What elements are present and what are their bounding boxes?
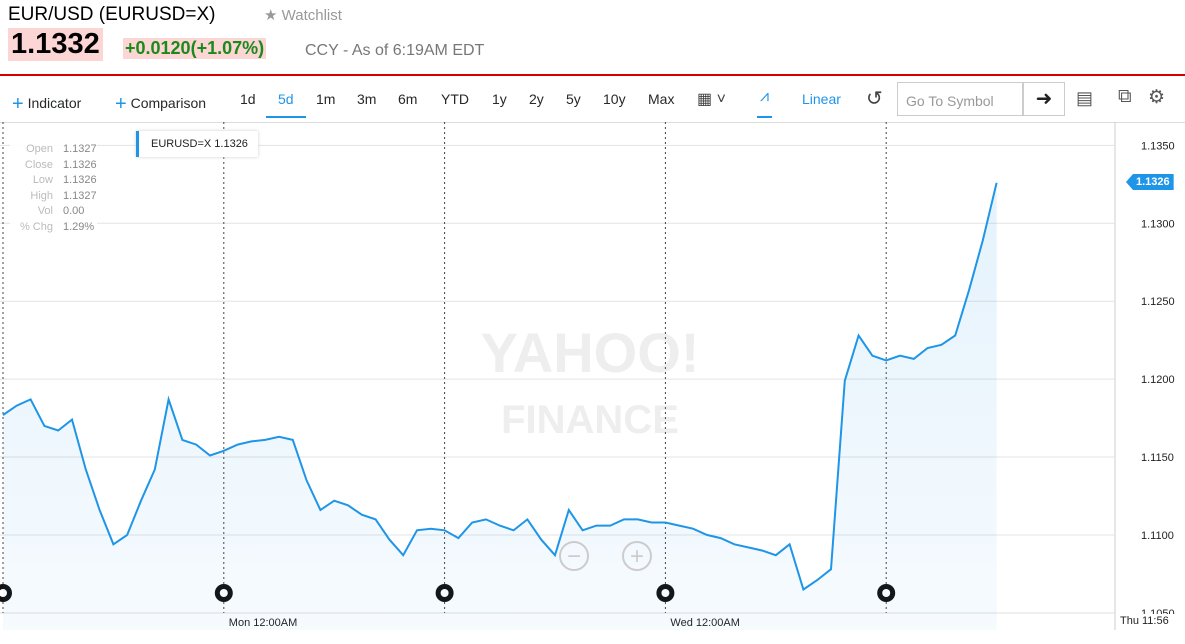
info-label: Vol [37,205,53,217]
line [2,182,998,592]
y-tick-label: 1.1100 [1141,530,1174,542]
symbol-title: EUR/USD (EURUSD=X) [8,4,216,25]
undo-button[interactable]: ↺ [866,88,883,110]
zoom-icon: + [630,543,644,570]
y-tick-label: 1.1150 [1141,452,1174,464]
info-label: Low [32,174,53,186]
y-tick-label: 1.1250 [1141,296,1175,308]
y-tick-label: 1.1300 [1141,218,1175,230]
legend-name: EURUSD=X [151,138,212,150]
info-label: High [30,189,53,202]
line-style-button[interactable]: ⩘ [757,88,773,118]
info-label: % Chg [19,220,53,233]
watermark: FINANCE [501,398,679,442]
price: 1.1332 [8,28,103,61]
change: +0.0120(+1.07%) [123,38,267,59]
info-row: Vol 0.00 [10,204,97,220]
watchlist[interactable]: ★ Watchlist [264,7,342,24]
settings-button[interactable]: ⚙ [1148,87,1166,108]
indicator-button[interactable]: + Indicator [12,93,82,115]
range-button[interactable]: 5d [266,91,306,118]
info-panel: Open 1.1327 Close 1.1326 Low 1.1326 High 1.1327… [10,142,97,235]
range-button[interactable]: 1y [492,91,507,107]
watchlist-label[interactable]: Watchlist [281,7,342,24]
go-button[interactable]: ➜ [1023,82,1065,116]
range-button[interactable]: YTD [441,91,469,107]
y-tick-label: 1.1200 [1141,374,1175,386]
y-tick-label: 1.1350 [1141,140,1175,152]
info-value: 1.1327 [63,189,97,202]
range-button[interactable]: 10y [603,91,626,107]
print-button[interactable]: ▤ [1076,88,1094,108]
legend: EURUSD=X 1.1326 [136,131,258,157]
info-value: 0.00 [63,205,85,217]
info-value: 1.1326 [63,158,97,171]
info-row: Low 1.1326 [10,173,97,189]
current-price-flag: 1.1326 [1126,174,1174,190]
info-label: Open [26,143,53,155]
indicator-label[interactable]: Indicator [27,95,82,111]
range-button[interactable]: 1d [240,91,256,107]
info-value: 1.1327 [63,143,97,155]
area [3,182,997,631]
legend-value: 1.1326 [214,138,248,150]
info-label: Close [24,158,53,171]
info-row: Close 1.1326 [10,158,97,174]
comparison-button[interactable]: + Comparison [115,93,207,115]
info-row: Open 1.1327 [10,142,97,158]
info-value: 1.29% [63,220,95,233]
range-button[interactable]: 6m [398,91,418,107]
watermark: YAHOO! [481,321,700,384]
current-time-label: Thu 11:56 [1116,614,1185,628]
share-button[interactable]: ⧉ [1118,86,1132,107]
range-button[interactable]: 1m [316,91,336,107]
range-button[interactable]: 2y [529,91,544,107]
comparison-label[interactable]: Comparison [130,95,207,111]
info-value: 1.1326 [63,174,97,186]
change-abs: +0.0120 [125,38,191,58]
change-pct: (+1.07%) [190,38,265,58]
chart-type-button[interactable]: ▦ ˅ [697,91,726,108]
zoom-icon: − [567,543,581,570]
range-button[interactable]: Max [648,91,675,107]
info-row: High 1.1327 [10,189,97,205]
zoom-button[interactable] [559,541,589,571]
info-row: % Chg 1.29% [10,220,97,236]
range-button[interactable]: 5y [566,91,581,107]
range-button[interactable]: 3m [357,91,377,107]
symbol-search[interactable]: Go To Symbol [897,82,1023,116]
toolbar-divider [0,122,1185,123]
scale-button[interactable]: Linear [802,91,841,107]
header-divider [0,74,1185,76]
zoom-button[interactable] [622,541,652,571]
quote-note: CCY - As of 6:19AM EDT [305,42,485,59]
